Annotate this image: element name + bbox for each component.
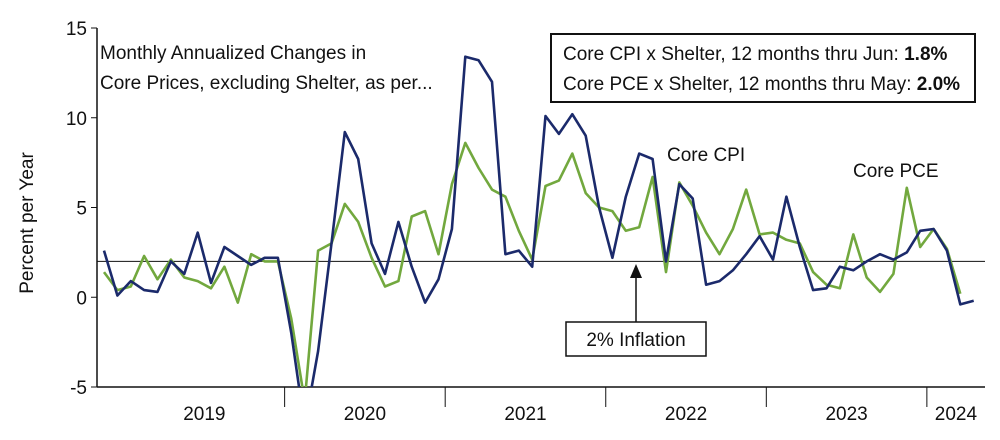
summary-box bbox=[550, 33, 976, 103]
series-line-core-cpi bbox=[102, 55, 975, 387]
chart-note-line-2: Core Prices, excluding Shelter, as per..… bbox=[100, 73, 433, 94]
inflation-label-box bbox=[565, 321, 707, 357]
inflation-arrow-head bbox=[630, 264, 642, 278]
y-tick-label: 5 bbox=[76, 199, 87, 220]
inflation-label: 2% Inflation bbox=[586, 330, 685, 351]
x-year-label: 2021 bbox=[504, 404, 546, 425]
summary-cpi-value: 1.8% bbox=[904, 44, 947, 65]
x-year-label: 2022 bbox=[665, 404, 707, 425]
y-tick-label: 0 bbox=[76, 288, 87, 309]
x-year-label: 2020 bbox=[344, 404, 386, 425]
summary-line-cpi: Core CPI x Shelter, 12 months thru Jun: … bbox=[563, 44, 948, 65]
y-tick-label: 10 bbox=[66, 109, 87, 130]
x-year-label: 2024 bbox=[935, 404, 978, 425]
chart-note-line-1: Monthly Annualized Changes in bbox=[100, 43, 366, 64]
x-year-label: 2023 bbox=[825, 404, 867, 425]
axes: -5 0 5 10 15 2019 2020 2021 2022 2023 2024 bbox=[66, 19, 985, 425]
x-year-label: 2019 bbox=[183, 404, 225, 425]
summary-pce-value: 2.0% bbox=[917, 74, 960, 95]
legend-core-pce: Core PCE bbox=[853, 161, 939, 182]
series-line-core-pce bbox=[102, 141, 962, 387]
summary-line-pce: Core PCE x Shelter, 12 months thru May: … bbox=[563, 74, 960, 95]
summary-cpi-label: Core CPI x Shelter, 12 months thru Jun: bbox=[563, 44, 904, 65]
y-tick-label: 15 bbox=[66, 19, 87, 40]
series-lines bbox=[102, 55, 975, 387]
y-axis-label: Percent per Year bbox=[17, 152, 38, 294]
summary-pce-label: Core PCE x Shelter, 12 months thru May: bbox=[563, 74, 917, 95]
legend-core-cpi: Core CPI bbox=[667, 145, 745, 166]
y-tick-label: -5 bbox=[70, 378, 87, 399]
